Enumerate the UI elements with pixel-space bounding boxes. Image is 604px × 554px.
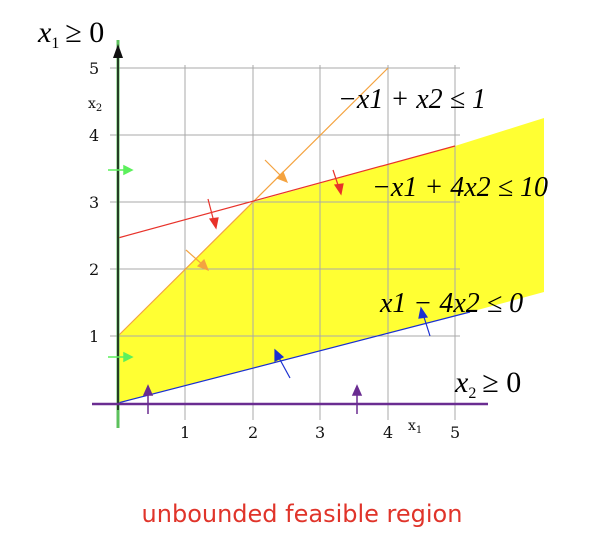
formula-c1: −x1 + x2 ≤ 1 bbox=[338, 84, 486, 115]
y-axis-arrowhead bbox=[113, 44, 123, 58]
c1-arrows bbox=[185, 159, 289, 272]
constraint-line-c1 bbox=[117, 67, 389, 337]
caption: unbounded feasible region bbox=[141, 500, 463, 528]
c2-arrows bbox=[207, 169, 344, 230]
y-tick-3: 3 bbox=[89, 193, 99, 212]
c3-arrows bbox=[274, 306, 431, 379]
x-tick-3: 3 bbox=[315, 423, 325, 442]
feasible-region bbox=[118, 118, 544, 403]
x-tick-5: 5 bbox=[450, 423, 460, 442]
formula-c3: x1 − 4x2 ≤ 0 bbox=[379, 288, 523, 319]
x-axis-label: x1 bbox=[408, 418, 422, 436]
x-tick-2: 2 bbox=[248, 423, 258, 442]
formula-x2-nonneg: x2 ≥ 0 bbox=[454, 366, 521, 402]
x-tick-1: 1 bbox=[180, 423, 190, 442]
y-tick-1: 1 bbox=[89, 327, 99, 346]
y-tick-2: 2 bbox=[89, 260, 99, 279]
y-tick-5: 5 bbox=[89, 59, 99, 78]
y-axis-label: x2 bbox=[88, 96, 102, 114]
formula-x1-nonneg: x1 ≥ 0 bbox=[37, 16, 104, 52]
formula-c2: −x1 + 4x2 ≤ 10 bbox=[372, 172, 548, 203]
x1-nonneg-arrows bbox=[108, 164, 134, 363]
constraint-line-c3 bbox=[117, 311, 471, 404]
x2-nonneg-arrows bbox=[142, 384, 363, 414]
constraint-line-c2 bbox=[117, 145, 456, 239]
grid bbox=[110, 65, 460, 420]
y-tick-4: 4 bbox=[89, 126, 99, 145]
x-tick-4: 4 bbox=[383, 423, 393, 442]
